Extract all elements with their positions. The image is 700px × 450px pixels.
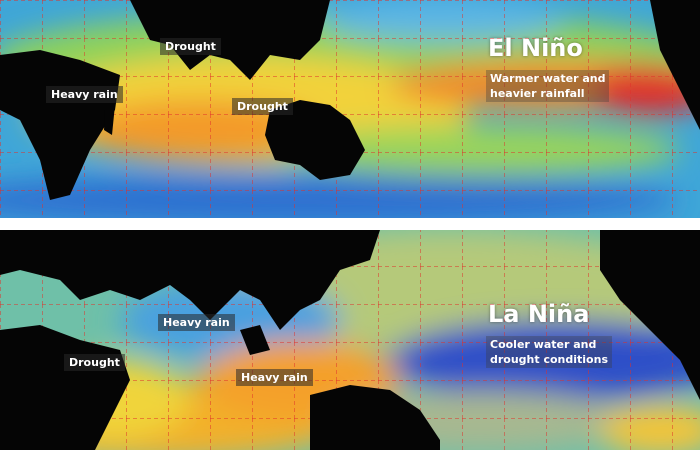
panel-title: El Niño	[488, 34, 583, 62]
map-label: Heavy rain	[158, 314, 235, 331]
la-nina-map	[0, 230, 700, 450]
panel-description: Warmer water and heavier rainfall	[486, 70, 610, 102]
description-line: Warmer water and	[490, 72, 606, 85]
panel-description: Cooler water and drought conditions	[486, 336, 612, 368]
map-label: Heavy rain	[236, 369, 313, 386]
panel-title: La Niña	[488, 300, 590, 328]
map-label: Heavy rain	[46, 86, 123, 103]
el-nino-map	[0, 0, 700, 218]
description-line: Cooler water and	[490, 338, 597, 351]
description-line: heavier rainfall	[490, 87, 585, 100]
map-label: Drought	[64, 354, 125, 371]
map-label: Drought	[232, 98, 293, 115]
map-label: Drought	[160, 38, 221, 55]
description-line: drought conditions	[490, 353, 608, 366]
